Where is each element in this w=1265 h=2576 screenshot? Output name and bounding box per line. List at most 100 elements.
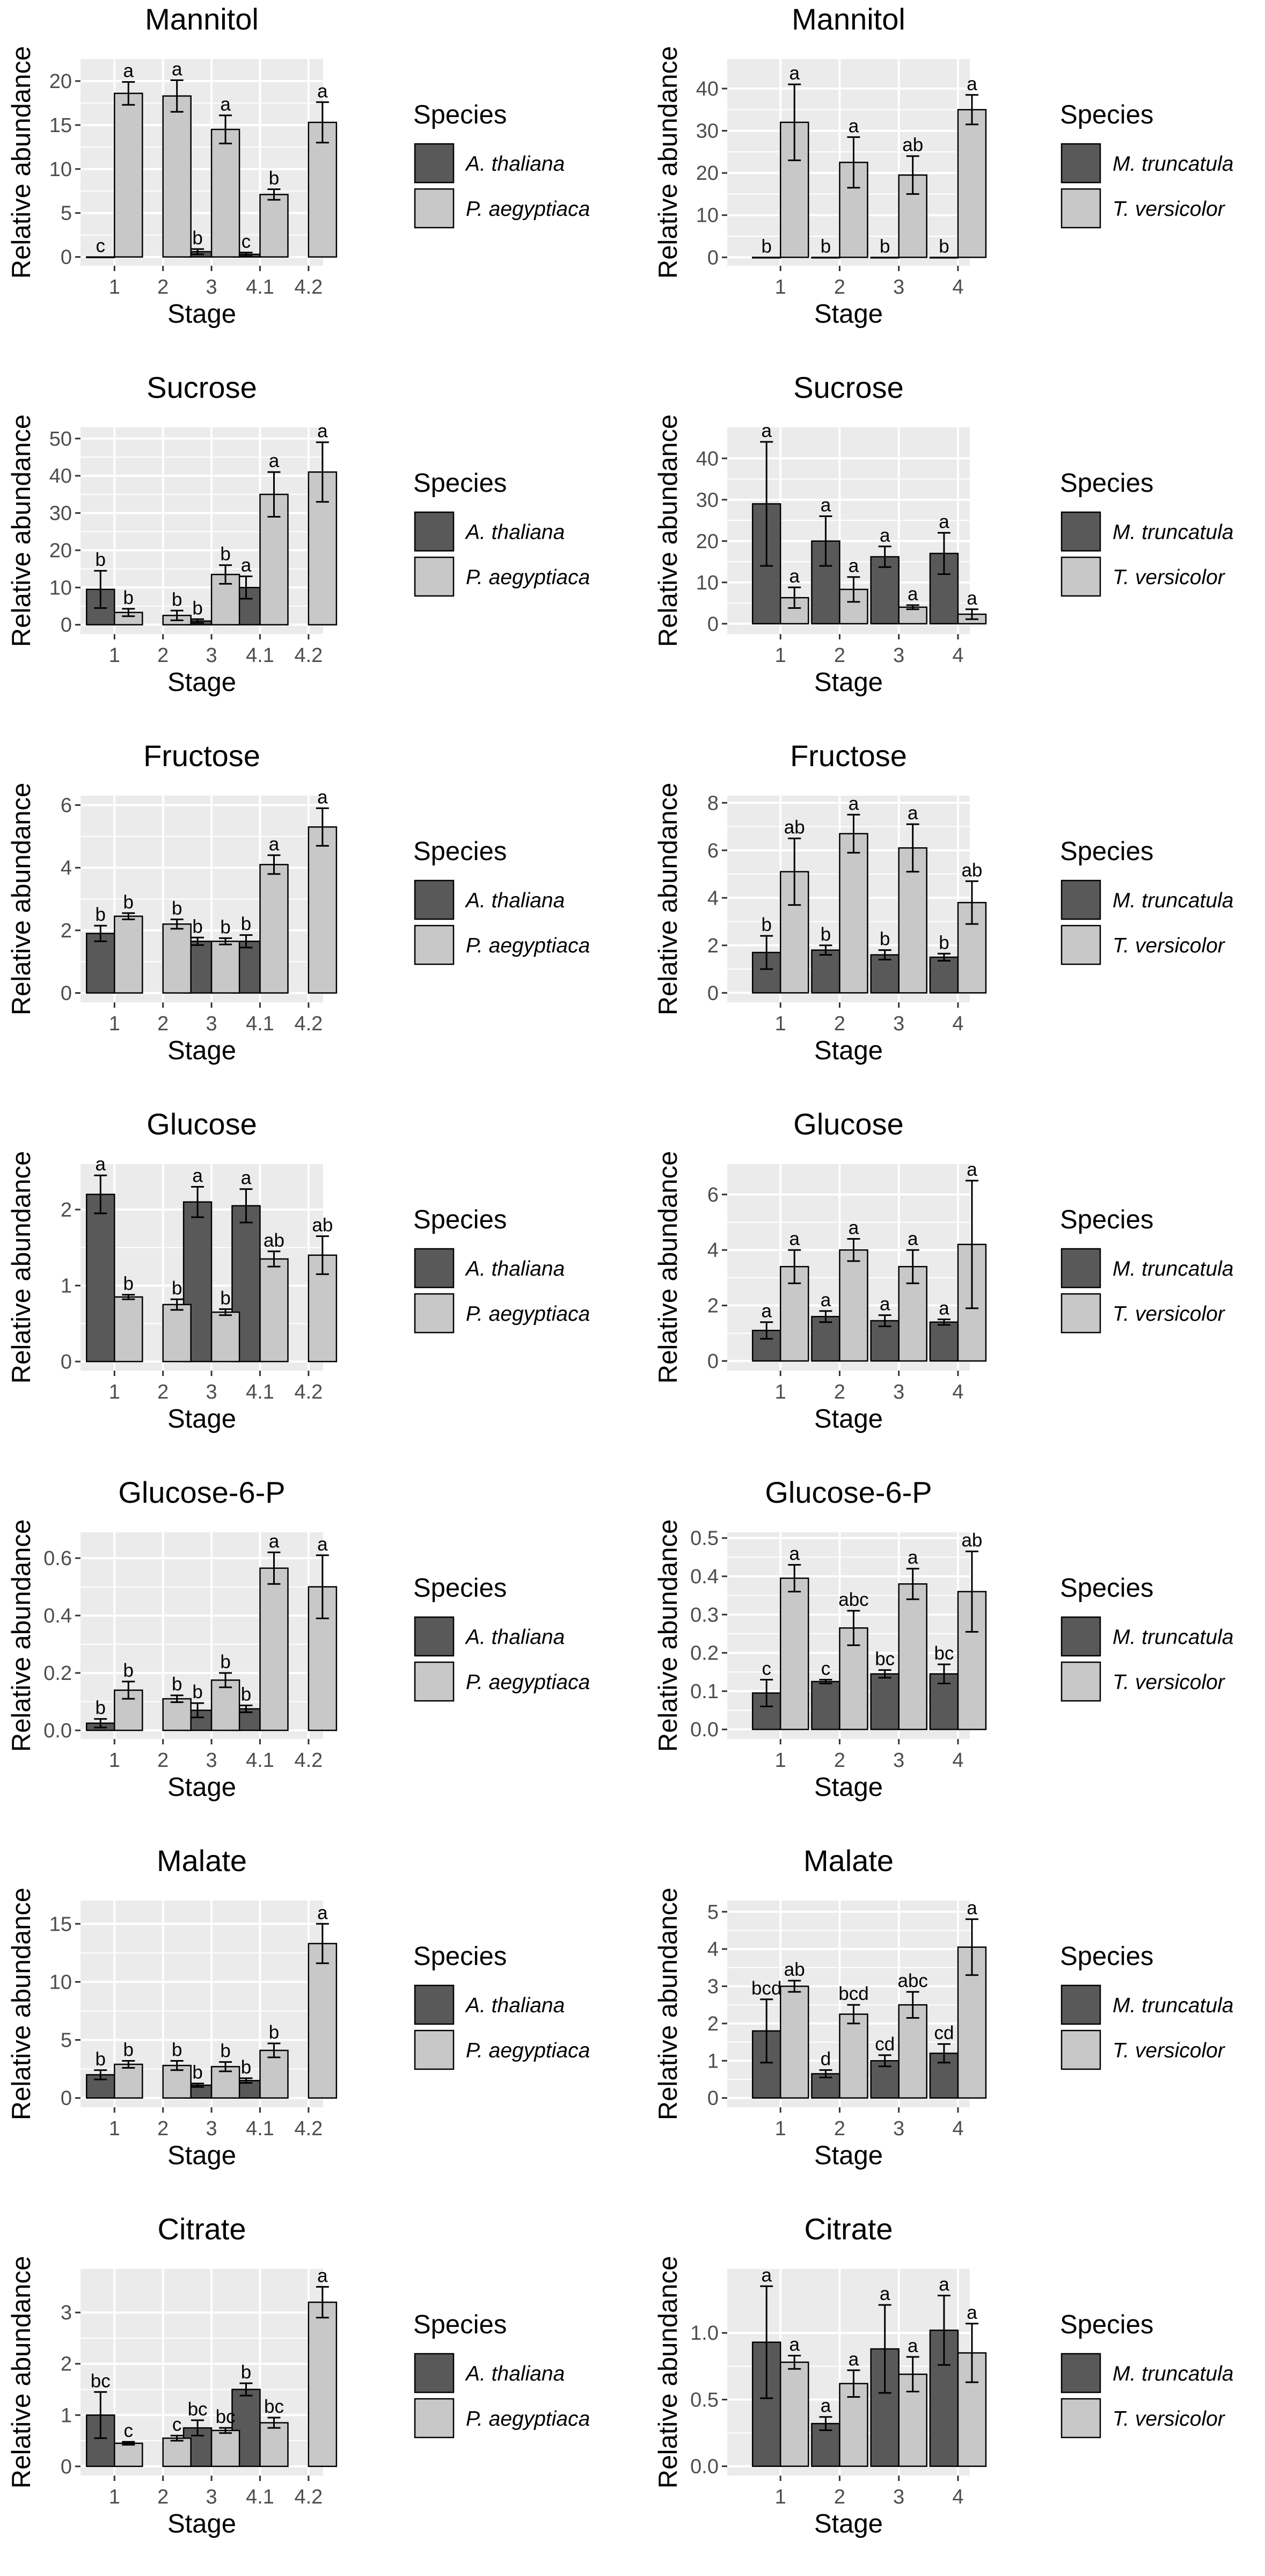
significance-letter: bcd <box>838 1983 868 2004</box>
legend-title: Species <box>1060 2310 1153 2339</box>
x-tick-label: 2 <box>834 1749 845 1772</box>
y-tick-label: 0.2 <box>43 1662 72 1685</box>
y-axis-title: Relative abundance <box>654 2256 683 2488</box>
significance-letter: c <box>172 2414 182 2435</box>
y-axis-title: Relative abundance <box>654 783 683 1015</box>
x-axis-title: Stage <box>167 1036 236 1065</box>
legend-label: T. versicolor <box>1113 2407 1226 2431</box>
x-tick-label: 1 <box>775 276 786 299</box>
x-tick-label: 2 <box>834 1381 845 1403</box>
y-tick-label: 20 <box>696 162 719 185</box>
x-tick-label: 4 <box>952 2117 963 2140</box>
bar-series2 <box>210 128 240 258</box>
legend-key <box>414 925 455 965</box>
significance-letter: a <box>761 2265 772 2286</box>
y-tick-label: 4 <box>707 887 719 909</box>
y-tick-label: 2 <box>707 2013 719 2035</box>
x-tick-label: 3 <box>206 2117 217 2140</box>
significance-letter: abc <box>838 1589 868 1610</box>
significance-letter: a <box>269 1531 280 1552</box>
significance-letter: b <box>939 932 949 953</box>
x-axis-title: Stage <box>814 668 883 697</box>
significance-letter: a <box>192 1165 203 1186</box>
legend: Species M. truncatula T. versicolor <box>1060 2310 1233 2439</box>
x-tick-label: 3 <box>893 1013 904 1035</box>
x-axis-title: Stage <box>814 1036 883 1065</box>
x-tick-label: 2 <box>157 1013 169 1035</box>
legend-title: Species <box>413 469 507 498</box>
x-tick-label: 3 <box>893 644 904 667</box>
legend-label: P. aegyptiaca <box>466 198 590 221</box>
significance-letter: cd <box>934 2022 954 2043</box>
x-tick-label: 3 <box>893 276 904 299</box>
chart-title: Fructose <box>143 739 260 773</box>
legend: Species M. truncatula T. versicolor <box>1060 1574 1233 1702</box>
legend: Species M. truncatula T. versicolor <box>1060 100 1233 229</box>
y-tick-label: 0 <box>707 982 719 1005</box>
significance-letter: c <box>96 236 106 257</box>
bar-series1 <box>86 256 115 258</box>
significance-letter: c <box>242 231 251 252</box>
y-tick-label: 0 <box>61 614 72 637</box>
legend-key <box>1061 188 1101 229</box>
y-tick-label: 10 <box>696 205 719 227</box>
significance-letter: a <box>821 1290 831 1311</box>
legend-label: T. versicolor <box>1113 566 1226 589</box>
significance-letter: cd <box>875 2034 895 2055</box>
y-tick-label: 4 <box>61 857 72 879</box>
x-tick-label: 3 <box>206 1013 217 1035</box>
x-tick-label: 4 <box>952 644 963 667</box>
legend-key <box>1061 1984 1101 2025</box>
y-tick-label: 30 <box>49 503 72 525</box>
significance-letter: a <box>967 588 977 609</box>
x-tick-label: 2 <box>157 2486 169 2508</box>
significance-letter: a <box>789 63 800 84</box>
significance-letter: a <box>241 1168 252 1189</box>
legend: Species A. thaliana P. aegyptiaca <box>413 469 590 597</box>
legend-key <box>414 1248 455 1289</box>
legend-title: Species <box>1060 837 1153 866</box>
significance-letter: a <box>317 421 328 442</box>
y-axis-title: Relative abundance <box>7 46 36 279</box>
legend-key <box>414 1293 455 1334</box>
significance-letter: a <box>761 1301 772 1322</box>
x-axis-title: Stage <box>167 1773 236 1802</box>
significance-letter: a <box>849 793 859 814</box>
legend-key <box>1061 1616 1101 1657</box>
legend-label: P. aegyptiaca <box>466 934 590 957</box>
legend-title: Species <box>1060 1574 1153 1603</box>
bar-series2 <box>779 1577 809 1730</box>
legend-title: Species <box>413 1574 507 1603</box>
x-tick-label: 1 <box>775 644 786 667</box>
bar-series2 <box>957 109 987 258</box>
bar-series2 <box>839 2013 868 2099</box>
bar-series2 <box>114 915 143 994</box>
significance-letter: b <box>172 898 182 919</box>
significance-letter: b <box>241 2057 251 2078</box>
bar-series2 <box>210 1311 240 1363</box>
y-axis-title: Relative abundance <box>7 1888 36 2120</box>
bar-series1 <box>811 1680 840 1730</box>
y-tick-label: 40 <box>696 448 719 470</box>
significance-letter: a <box>123 61 134 82</box>
y-tick-label: 1 <box>707 2050 719 2072</box>
y-tick-label: 0.4 <box>43 1605 72 1627</box>
significance-letter: b <box>123 2039 134 2060</box>
legend-key <box>414 879 455 920</box>
y-tick-label: 6 <box>61 795 72 817</box>
legend-label: P. aegyptiaca <box>466 1302 590 1326</box>
significance-letter: b <box>269 168 279 188</box>
y-tick-label: 3 <box>61 2302 72 2324</box>
legend-key <box>1061 925 1101 965</box>
legend-label: M. truncatula <box>1113 152 1233 176</box>
significance-letter: a <box>269 450 280 471</box>
bar-series1 <box>811 1315 840 1362</box>
bar-series1 <box>929 1321 959 1362</box>
significance-letter: b <box>220 544 230 565</box>
legend-title: Species <box>413 1205 507 1234</box>
significance-letter: b <box>939 236 949 257</box>
bar-series2 <box>898 2004 927 2099</box>
significance-letter: a <box>908 803 918 824</box>
